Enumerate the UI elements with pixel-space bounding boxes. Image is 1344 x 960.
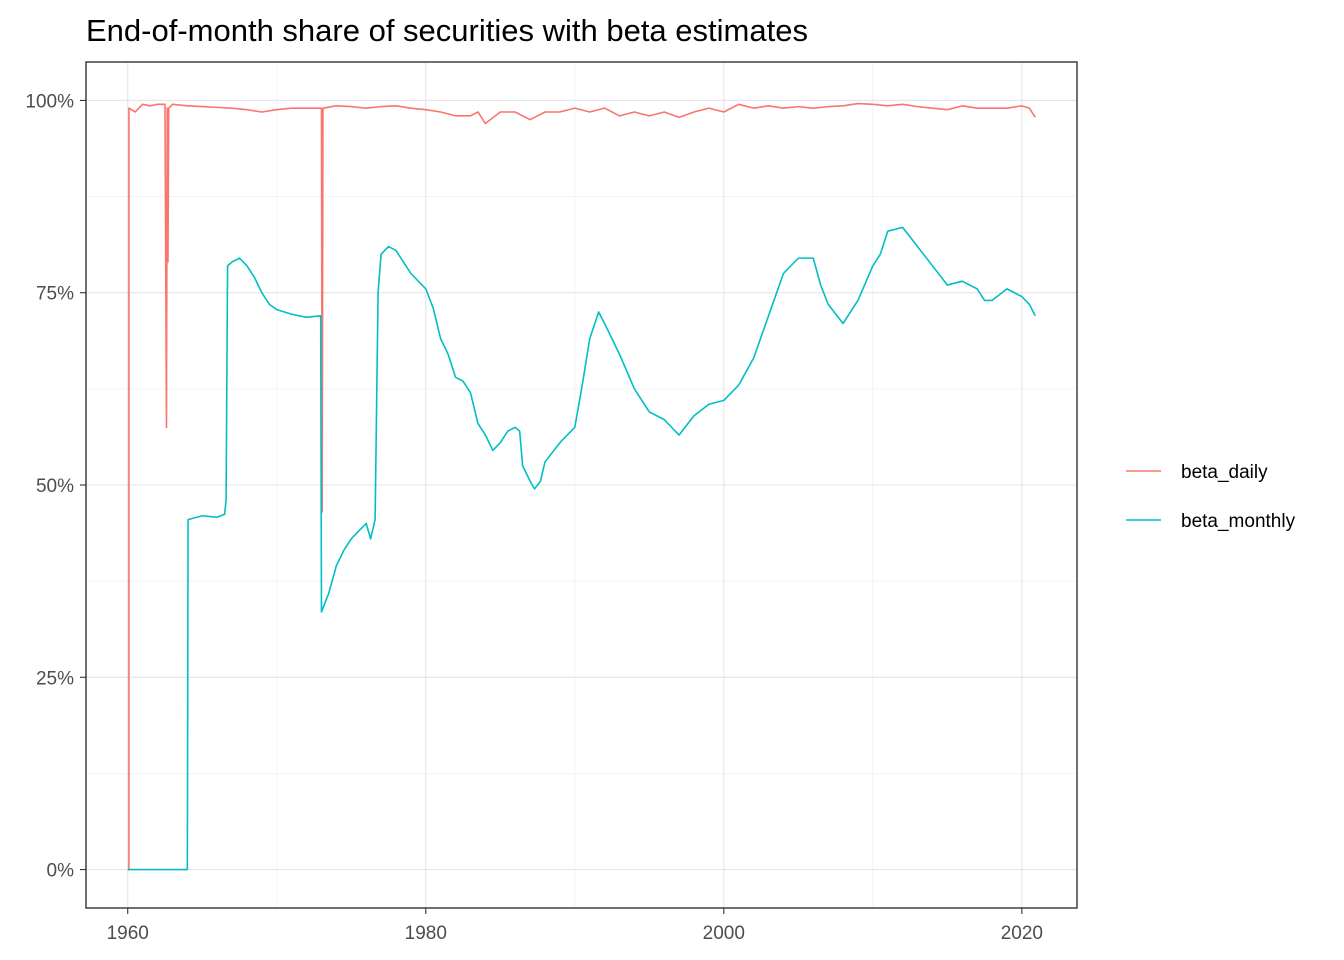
y-tick-label: 50% [36, 476, 74, 497]
grid-lines [86, 62, 1077, 908]
y-tick-label: 25% [36, 668, 74, 689]
y-tick-label: 75% [36, 284, 74, 305]
series-line-beta_daily [127, 102, 1036, 871]
x-tick-label: 2000 [703, 923, 745, 944]
x-tick-label: 1980 [405, 923, 447, 944]
axis-ticks: 1960 1980 2000 2020 0% 25% 50% 75% 100% [25, 91, 1043, 944]
legend-label-beta_monthly: beta_monthly [1181, 511, 1296, 532]
series-lines [127, 102, 1036, 871]
legend: beta_daily beta_monthly [1126, 462, 1296, 532]
chart-title: End-of-month share of securities with be… [86, 13, 808, 48]
y-tick-label: 100% [25, 91, 74, 112]
series-line-beta_monthly [127, 226, 1036, 871]
x-tick-label: 2020 [1001, 923, 1043, 944]
x-tick-label: 1960 [107, 923, 149, 944]
legend-label-beta_daily: beta_daily [1181, 462, 1268, 483]
y-tick-label: 0% [47, 861, 75, 882]
